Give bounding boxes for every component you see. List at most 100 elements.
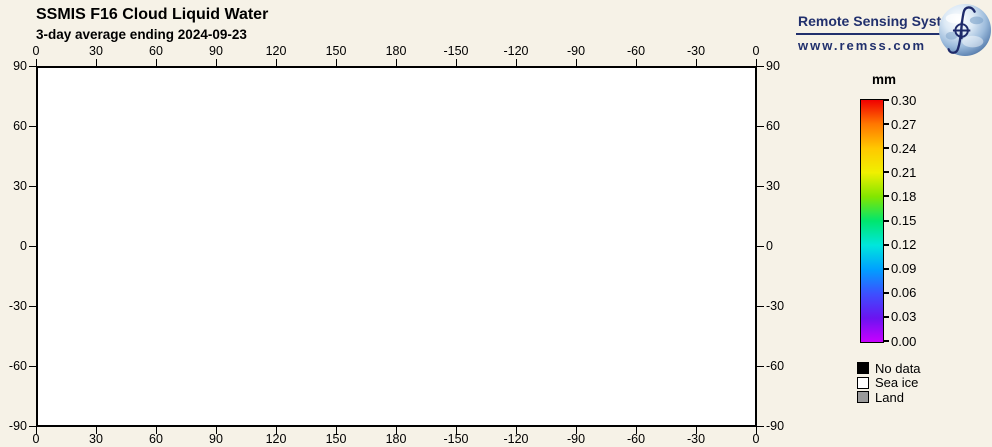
lat-tick-label-left: 0 [20,239,27,253]
lon-tick-label-top: -120 [503,44,529,58]
colorbar-tick-label: 0.18 [891,188,917,204]
colorbar-tick [884,195,889,198]
colorbar-tick-label: 0.30 [891,92,917,108]
legend-swatch-no-data [857,362,869,375]
legend-swatch-sea-ice [857,376,869,389]
lat-tick-right [757,365,764,367]
lon-tick-top [275,59,277,66]
lon-tick-label-bottom: -30 [686,432,706,446]
lon-tick-top [455,59,457,66]
map-frame [36,66,757,427]
globe-integral-icon [938,3,992,57]
lon-tick-top [215,59,217,66]
lon-tick-label-bottom: 90 [209,432,223,446]
legend-item-no-data: No data [857,361,921,376]
lat-tick-left [29,365,36,367]
lon-tick-bottom [95,427,97,434]
lat-tick-right [757,125,764,127]
lon-tick-label-bottom: 150 [325,432,347,446]
lat-tick-left [29,185,36,187]
lon-tick-top [95,59,97,66]
lon-tick-top [335,59,337,66]
lat-tick-label-right: 90 [766,59,780,73]
legend-label-land: Land [875,389,904,405]
lon-tick-label-bottom: 60 [149,432,163,446]
colorbar-tick [884,123,889,126]
colorbar-tick-label: 0.21 [891,164,917,180]
colorbar-tick [884,340,889,342]
lon-tick-bottom [275,427,277,434]
lat-tick-label-right: 0 [766,239,773,253]
colorbar-tick [884,219,889,222]
logo-org-name[interactable]: Remote Sensing Systems [798,13,970,29]
lon-tick-label-bottom: 120 [265,432,287,446]
lon-tick-bottom [35,427,37,434]
colorbar-tick [884,99,889,101]
colorbar-tick [884,291,889,294]
lon-tick-top [635,59,637,66]
lat-tick-right [757,425,764,427]
colorbar-tick-label: 0.27 [891,116,917,132]
lon-tick-label-top: -30 [686,44,706,58]
legend-item-sea-ice: Sea ice [857,375,921,390]
lat-tick-left [29,65,36,67]
lon-tick-top [155,59,157,66]
lon-tick-label-top: 60 [149,44,163,58]
colorbar-tick-label: 0.00 [891,333,917,349]
lon-tick-label-bottom: -120 [503,432,529,446]
lon-tick-label-top: 90 [209,44,223,58]
lon-tick-label-bottom: -150 [443,432,469,446]
lon-tick-bottom [335,427,337,434]
logo-url-link[interactable]: www.remss.com [798,38,927,53]
lat-tick-label-left: 30 [13,179,27,193]
lon-tick-label-top: -150 [443,44,469,58]
cloud-liquid-water-map [38,68,755,425]
map-legend: No data Sea ice Land [857,361,921,405]
lon-tick-top [515,59,517,66]
lon-tick-label-top: 0 [752,44,760,58]
colorbar-tick-label: 0.03 [891,309,917,325]
lon-tick-label-bottom: 30 [89,432,103,446]
lon-tick-top [575,59,577,66]
lon-tick-top [695,59,697,66]
lon-tick-bottom [455,427,457,434]
colorbar-tick [884,171,889,174]
lat-tick-label-left: -60 [8,359,27,373]
lon-tick-top [395,59,397,66]
lat-tick-label-right: -60 [766,359,785,373]
lat-tick-label-left: 60 [13,119,27,133]
lon-tick-label-bottom: 0 [752,432,760,446]
legend-swatch-land [857,391,869,404]
lat-tick-left [29,305,36,307]
lon-tick-top [35,59,37,66]
colorbar-tick [884,243,889,246]
lon-tick-bottom [695,427,697,434]
colorbar-tick-label: 0.12 [891,237,917,253]
lat-tick-label-right: -90 [766,419,785,433]
lon-tick-bottom [635,427,637,434]
lon-tick-label-top: 150 [325,44,347,58]
lon-tick-bottom [215,427,217,434]
lon-tick-label-bottom: 180 [385,432,407,446]
lat-tick-label-left: 90 [13,59,27,73]
lat-tick-label-right: -30 [766,299,785,313]
colorbar-tick-label: 0.06 [891,285,917,301]
lat-tick-right [757,305,764,307]
lat-tick-label-left: -30 [8,299,27,313]
lon-tick-bottom [515,427,517,434]
lon-tick-label-bottom: 0 [32,432,40,446]
colorbar-tick-label: 0.15 [891,213,917,228]
colorbar-gradient [860,99,884,343]
lat-tick-left [29,125,36,127]
colorbar-units-label: mm [871,72,896,87]
lon-tick-bottom [575,427,577,434]
colorbar-tick [884,267,889,270]
lon-tick-bottom [155,427,157,434]
page-title: SSMIS F16 Cloud Liquid Water [36,6,269,23]
lon-tick-label-top: 180 [385,44,407,58]
lat-tick-label-right: 30 [766,179,780,193]
page-subtitle: 3-day average ending 2024-09-23 [36,27,247,42]
legend-item-land: Land [857,390,921,405]
logo-underline [796,33,953,35]
